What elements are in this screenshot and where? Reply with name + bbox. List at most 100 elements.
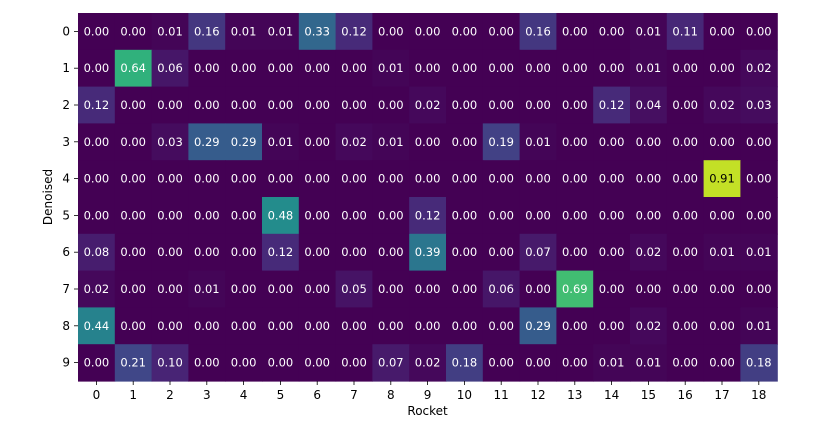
heatmap-cell bbox=[262, 233, 300, 272]
heatmap-cell bbox=[335, 233, 373, 272]
heatmap-cell bbox=[114, 270, 153, 308]
x-tick-label: 11 bbox=[494, 388, 509, 402]
heatmap-cell bbox=[703, 123, 741, 161]
heatmap-cell-value: 0.02 bbox=[341, 135, 367, 149]
heatmap-cell-value: 0.00 bbox=[268, 98, 294, 112]
heatmap-cell bbox=[188, 49, 226, 88]
heatmap-cell bbox=[151, 197, 189, 235]
heatmap-cell-value: 0.01 bbox=[636, 61, 662, 75]
heatmap-cell-value: 0.00 bbox=[562, 98, 588, 112]
heatmap-cell bbox=[666, 160, 705, 198]
heatmap-cell bbox=[703, 49, 741, 88]
heatmap-cell bbox=[593, 86, 631, 124]
heatmap-cell-value: 0.00 bbox=[194, 356, 220, 370]
heatmap-cell-value: 0.33 bbox=[304, 24, 330, 38]
heatmap-cell-value: 0.18 bbox=[746, 356, 772, 370]
heatmap-cell bbox=[225, 13, 263, 51]
heatmap-cell bbox=[630, 307, 668, 345]
heatmap-cell-value: 0.00 bbox=[194, 245, 220, 259]
heatmap-cell bbox=[262, 270, 300, 308]
heatmap-cell bbox=[335, 13, 373, 51]
heatmap-cell bbox=[482, 49, 521, 88]
heatmap-cell-value: 0.00 bbox=[231, 245, 257, 259]
heatmap-cell-value: 0.00 bbox=[231, 61, 257, 75]
heatmap-cell bbox=[262, 86, 300, 124]
heatmap-cell-value: 0.00 bbox=[120, 24, 146, 38]
heatmap-cell-value: 0.00 bbox=[268, 172, 294, 186]
heatmap-cell-value: 0.00 bbox=[672, 98, 698, 112]
heatmap-cell bbox=[630, 233, 668, 272]
heatmap-cell-value: 0.00 bbox=[636, 208, 662, 222]
heatmap-cell bbox=[519, 344, 557, 382]
x-tick-label: 4 bbox=[240, 388, 248, 402]
heatmap-cell-value: 0.00 bbox=[488, 356, 514, 370]
x-axis-label: Rocket bbox=[407, 404, 448, 418]
heatmap-cell bbox=[519, 86, 557, 124]
heatmap-cell bbox=[372, 13, 410, 51]
heatmap-cell-value: 0.00 bbox=[268, 356, 294, 370]
heatmap-cell-value: 0.00 bbox=[599, 61, 625, 75]
heatmap-cell bbox=[78, 344, 116, 382]
heatmap-cell-value: 0.00 bbox=[120, 282, 146, 296]
heatmap-cell-value: 0.00 bbox=[120, 135, 146, 149]
heatmap-cell-value: 0.00 bbox=[452, 98, 478, 112]
heatmap-cell-value: 0.01 bbox=[525, 135, 551, 149]
heatmap-cell-value: 0.00 bbox=[120, 208, 146, 222]
heatmap-cell bbox=[151, 86, 189, 124]
heatmap-cell bbox=[114, 344, 153, 382]
heatmap-cell-value: 0.00 bbox=[562, 24, 588, 38]
heatmap-cell-value: 0.00 bbox=[452, 282, 478, 296]
heatmap-cell bbox=[151, 13, 189, 51]
heatmap-cell bbox=[225, 160, 263, 198]
heatmap-cell bbox=[446, 49, 484, 88]
x-axis-ticks: 0 1 2 3 4 5 6 7 8 9 10 11 12 13 14 15 16 17 18 bbox=[93, 381, 766, 402]
y-tick-label: 9 bbox=[62, 356, 70, 370]
heatmap-cell-value: 0.16 bbox=[194, 24, 220, 38]
heatmap-cell bbox=[151, 270, 189, 308]
heatmap-cell bbox=[409, 270, 447, 308]
heatmap-cell-value: 0.00 bbox=[157, 208, 183, 222]
heatmap-cell-value: 0.00 bbox=[341, 245, 367, 259]
heatmap-cell-value: 0.02 bbox=[709, 98, 735, 112]
heatmap-cell bbox=[151, 307, 189, 345]
heatmap-cell bbox=[593, 160, 631, 198]
heatmap-cell-value: 0.00 bbox=[415, 319, 441, 333]
heatmap-cell-value: 0.00 bbox=[415, 24, 441, 38]
heatmap-cell-value: 0.00 bbox=[120, 245, 146, 259]
heatmap-cell bbox=[298, 270, 337, 308]
heatmap-cell bbox=[262, 49, 300, 88]
heatmap-cell-value: 0.19 bbox=[488, 135, 514, 149]
heatmap-cell-value: 0.02 bbox=[84, 282, 110, 296]
heatmap-cell bbox=[114, 160, 153, 198]
heatmap-cell bbox=[740, 160, 778, 198]
heatmap-cell bbox=[78, 13, 116, 51]
heatmap-cell bbox=[409, 160, 447, 198]
x-tick-label: 0 bbox=[93, 388, 101, 402]
heatmap-cell-value: 0.00 bbox=[231, 282, 257, 296]
heatmap-cell-value: 0.00 bbox=[452, 172, 478, 186]
heatmap-cell-value: 0.06 bbox=[488, 282, 514, 296]
heatmap-cell bbox=[151, 49, 189, 88]
heatmap-cell-value: 0.01 bbox=[231, 24, 257, 38]
heatmap-cell-value: 0.00 bbox=[378, 282, 404, 296]
heatmap-cell bbox=[556, 86, 594, 124]
heatmap-cell-value: 0.00 bbox=[304, 208, 330, 222]
heatmap-cell bbox=[446, 13, 484, 51]
heatmap-cell-value: 0.00 bbox=[341, 208, 367, 222]
x-tick-label: 3 bbox=[203, 388, 211, 402]
y-tick-label: 0 bbox=[62, 24, 70, 38]
heatmap-cell-value: 0.00 bbox=[341, 319, 367, 333]
y-tick-label: 3 bbox=[62, 135, 70, 149]
heatmap-cell bbox=[335, 270, 373, 308]
heatmap-cell bbox=[335, 123, 373, 161]
heatmap-cell bbox=[78, 49, 116, 88]
heatmap-cell-value: 0.00 bbox=[304, 98, 330, 112]
y-tick-label: 2 bbox=[62, 98, 70, 112]
heatmap-cell bbox=[666, 197, 705, 235]
heatmap-cell bbox=[703, 197, 741, 235]
heatmap-cell bbox=[114, 49, 153, 88]
heatmap-cell-value: 0.00 bbox=[525, 282, 551, 296]
heatmap-cell-value: 0.00 bbox=[636, 172, 662, 186]
heatmap-cell-value: 0.03 bbox=[157, 135, 183, 149]
x-tick-label: 9 bbox=[424, 388, 432, 402]
